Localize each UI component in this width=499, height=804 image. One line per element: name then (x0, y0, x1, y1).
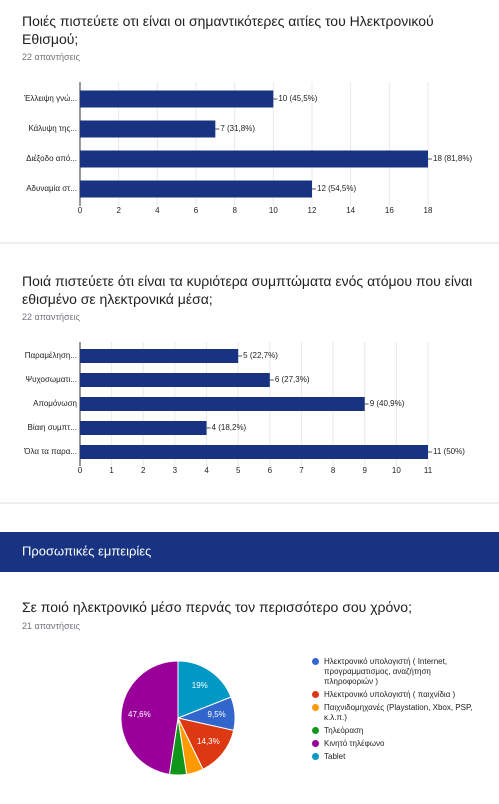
x-tick-label: 5 (236, 466, 241, 475)
legend-item: Παιχνιδομηχανές (Playstation, Xbox, PSP,… (312, 703, 482, 723)
x-tick-label: 2 (116, 206, 121, 215)
pie-slice (177, 717, 235, 770)
value-label: 12 (54,5%) (317, 184, 356, 193)
category-label: Όλα τα παρα... (23, 447, 77, 456)
x-tick-label: 8 (331, 466, 336, 475)
x-tick-label: 10 (392, 466, 401, 475)
legend: Ηλεκτρονικό υπολογιστή ( Internet, προγρ… (312, 657, 482, 765)
category-label: Έλλειψη γνώ... (23, 94, 77, 103)
value-label: 5 (22,7%) (243, 351, 278, 360)
slice-label: 19% (192, 681, 208, 690)
x-tick-label: 14 (346, 206, 355, 215)
slice-label: 47,6% (128, 710, 151, 719)
x-tick-label: 18 (424, 206, 433, 215)
bar (80, 120, 216, 138)
legend-label: Ηλεκτρονικό υπολογιστή ( Internet, προγρ… (324, 657, 448, 686)
x-tick-label: 1 (109, 466, 114, 475)
x-tick-label: 0 (78, 206, 83, 215)
value-label: 10 (45,5%) (278, 94, 317, 103)
legend-item: Τηλεόραση (312, 726, 482, 736)
x-tick-label: 8 (232, 206, 237, 215)
value-label: 4 (18,2%) (212, 423, 247, 432)
chart-title: Σε ποιό ηλεκτρονικό μέσο περνάς τον περι… (22, 599, 412, 615)
legend-item: Ηλεκτρονικό υπολογιστή ( Internet, προγρ… (312, 657, 482, 687)
legend-label: Tablet (324, 752, 346, 761)
response-count: 21 απαντήσεις (22, 621, 80, 631)
legend-swatch (312, 727, 319, 734)
category-label: Διέξοδο από... (26, 154, 77, 163)
x-tick-label: 2 (141, 466, 146, 475)
category-label: Παραμέληση... (25, 351, 77, 360)
x-tick-label: 0 (78, 466, 83, 475)
legend-label: Παιχνιδομηχανές (Playstation, Xbox, PSP,… (324, 703, 473, 722)
chart-title: Ποιά πιστεύετε ότι είναι τα κυριότερα συ… (22, 273, 473, 307)
bar (80, 421, 207, 435)
bar (80, 150, 428, 168)
category-label: Απομόνωση (33, 399, 77, 408)
response-count: 22 απαντήσεις (22, 312, 80, 322)
x-tick-label: 12 (308, 206, 317, 215)
bar (80, 397, 365, 411)
bar (80, 180, 312, 198)
chart-title: Ποιές πιστεύετε οτι είναι οι σημαντικότε… (22, 13, 434, 47)
legend-swatch (312, 658, 319, 665)
category-label: Ψυχοσωματι... (25, 375, 77, 384)
bar (80, 349, 239, 363)
bar (80, 445, 428, 459)
x-tick-label: 4 (155, 206, 160, 215)
value-label: 9 (40,9%) (370, 399, 405, 408)
value-label: 11 (50%) (433, 447, 465, 456)
x-tick-label: 4 (204, 466, 209, 475)
section-header (0, 532, 499, 572)
legend-swatch (312, 691, 319, 698)
x-tick-label: 10 (269, 206, 278, 215)
category-label: Βίαιη συμπτ... (28, 423, 77, 432)
value-label: 7 (31,8%) (220, 124, 255, 133)
x-tick-label: 9 (363, 466, 368, 475)
category-label: Αδυναμία στ... (26, 184, 77, 193)
legend-label: Κινητό τηλέφωνο (324, 739, 385, 748)
legend-swatch (312, 704, 319, 711)
category-label: Κάλυψη της... (28, 124, 77, 133)
bar (80, 373, 270, 387)
legend-item: Tablet (312, 752, 482, 762)
value-label: 6 (27,3%) (275, 375, 310, 384)
pie-slice (120, 660, 179, 775)
legend-label: Τηλεόραση (324, 726, 364, 735)
legend-label: Ηλεκτρονικό υπολογιστή ( παιχνίδια ) (324, 690, 456, 699)
x-tick-label: 3 (173, 466, 178, 475)
x-tick-label: 16 (385, 206, 394, 215)
value-label: 18 (81,8%) (433, 154, 472, 163)
legend-swatch (312, 740, 319, 747)
bar (80, 90, 274, 108)
slice-label: 14,3% (197, 737, 220, 746)
pie-slice (177, 660, 232, 719)
slice-label: 9,5% (208, 710, 226, 719)
legend-swatch (312, 753, 319, 760)
response-count: 22 απαντήσεις (22, 52, 80, 62)
legend-item: Κινητό τηλέφωνο (312, 739, 482, 749)
x-tick-label: 7 (299, 466, 304, 475)
x-tick-label: 6 (268, 466, 273, 475)
x-tick-label: 6 (194, 206, 199, 215)
section-title: Προσωπικές εμπειρίες (22, 543, 151, 558)
x-tick-label: 11 (424, 466, 433, 475)
legend-item: Ηλεκτρονικό υπολογιστή ( παιχνίδια ) (312, 690, 482, 700)
